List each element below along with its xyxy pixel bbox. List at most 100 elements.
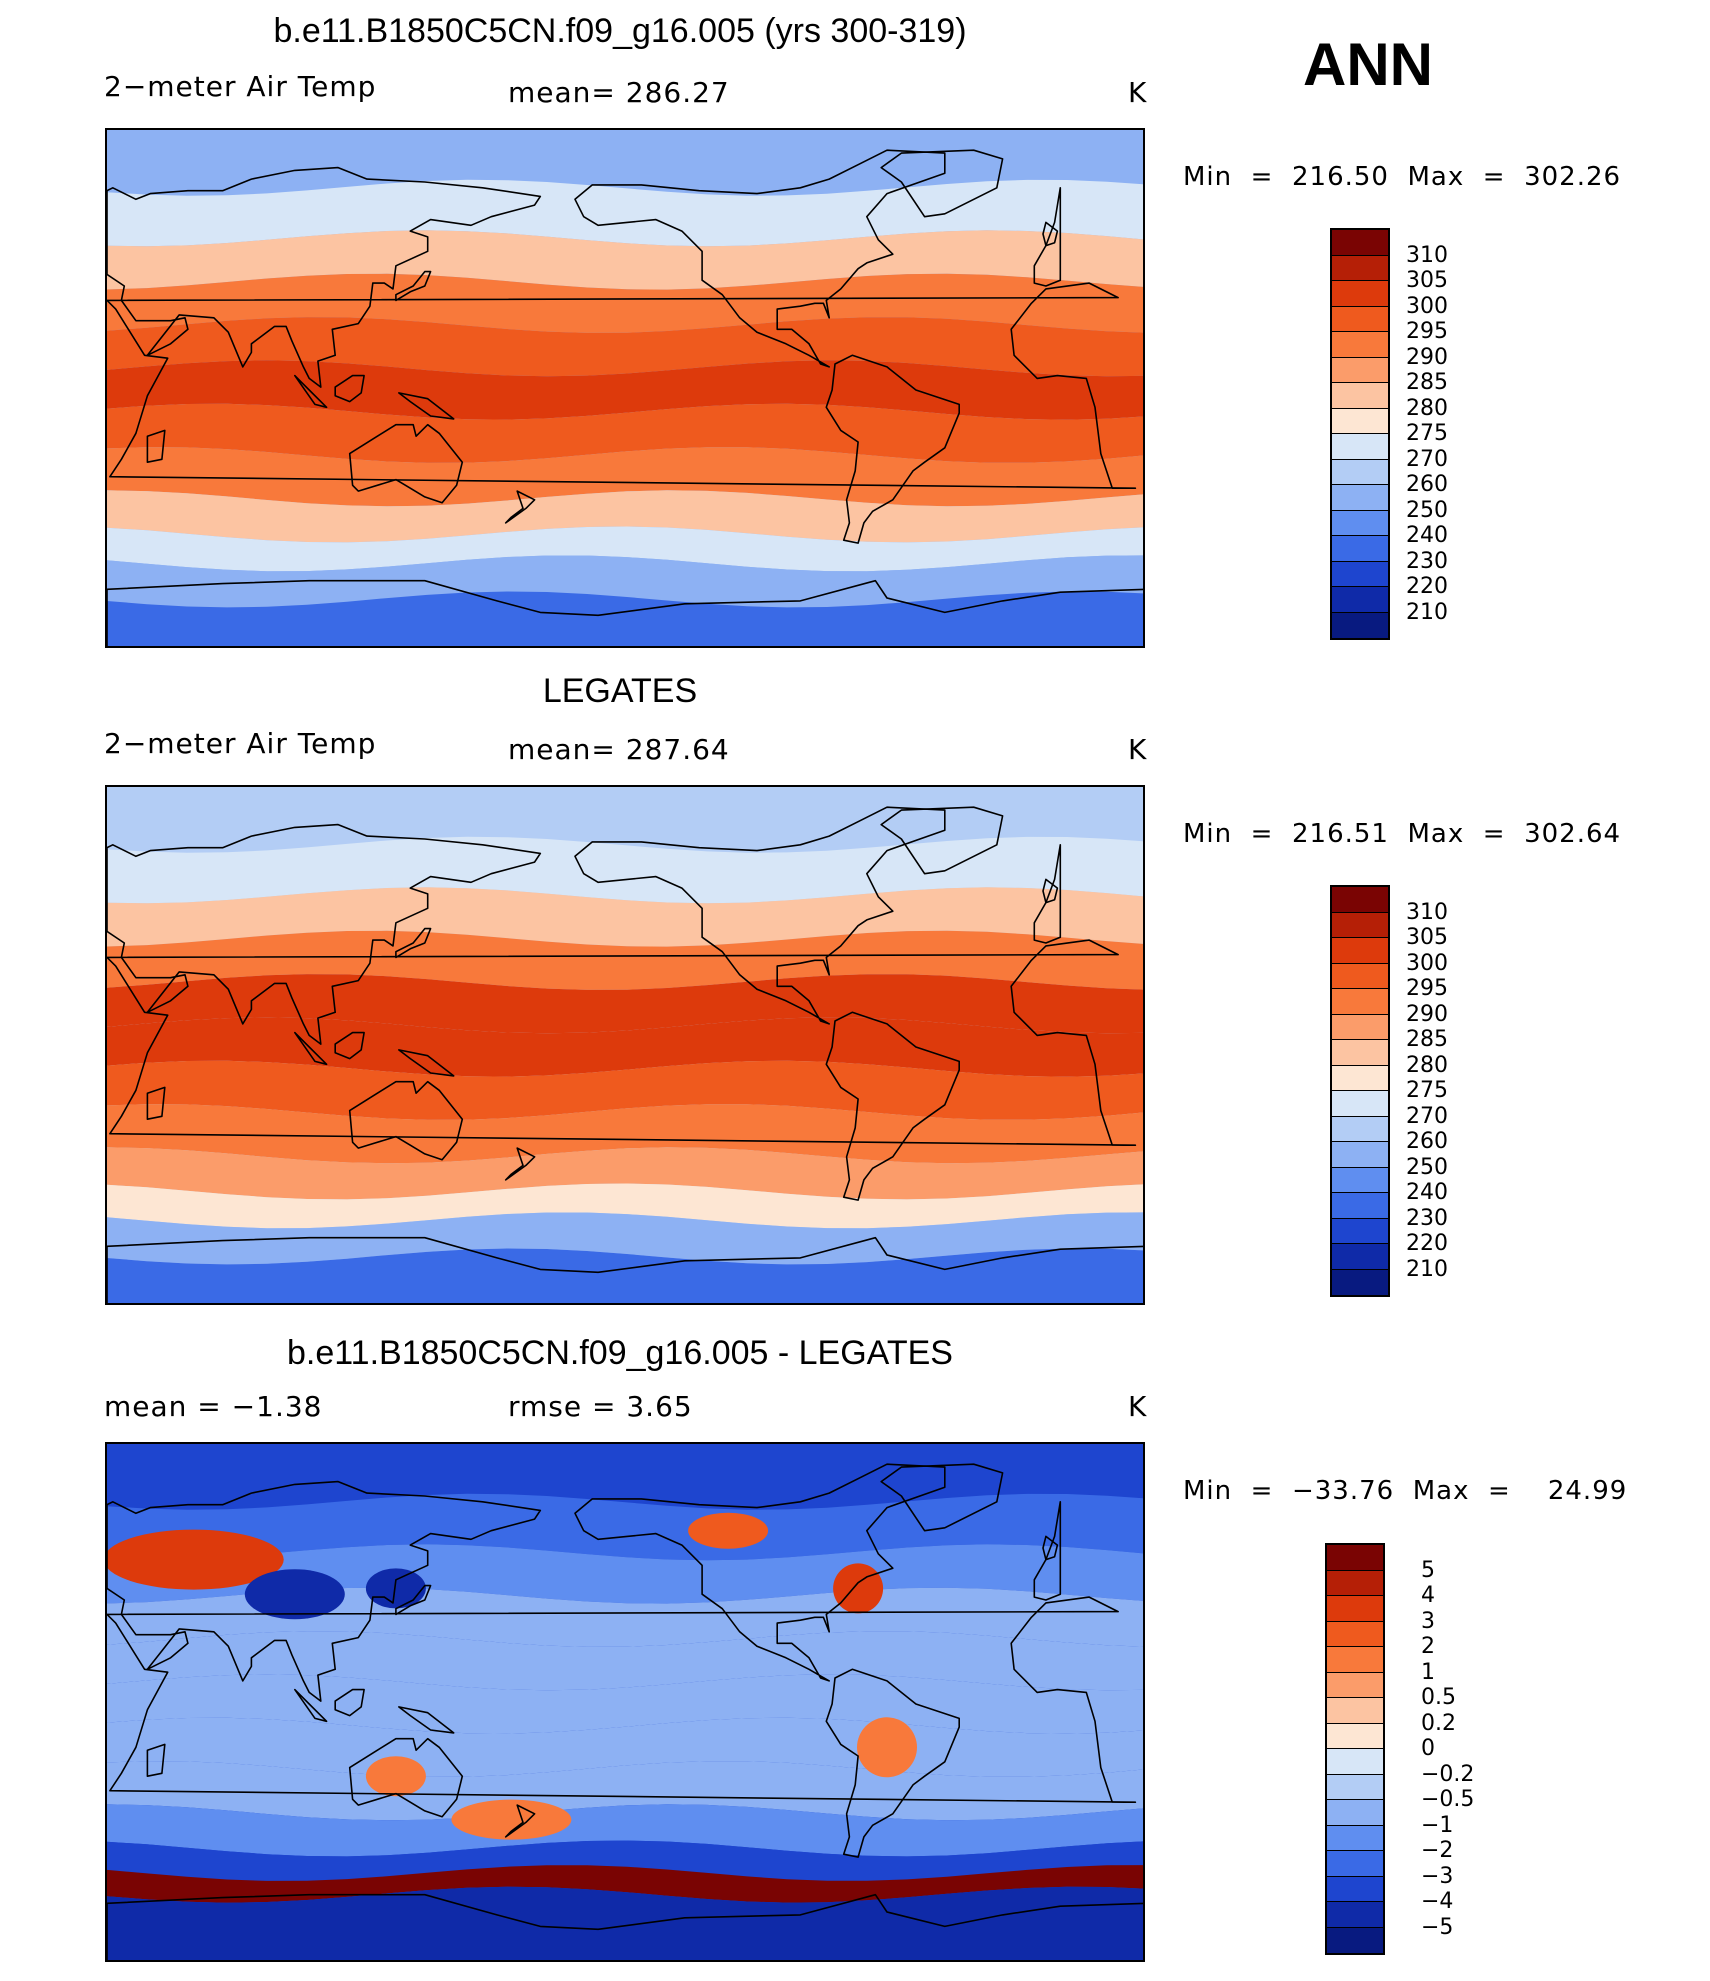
panel2-colorbar-swatch: [1332, 1218, 1388, 1244]
panel2-colorbar-tick-label: 275: [1406, 1078, 1448, 1103]
panel2-colorbar: [1330, 885, 1390, 1297]
panel2-colorbar-swatch: [1332, 1244, 1388, 1270]
panel1-variable-label: 2−meter Air Temp: [104, 70, 377, 103]
panel2-colorbar-tick-label: 260: [1406, 1129, 1448, 1154]
panel1-coastline: [395, 270, 432, 302]
panel2-contour-band: [107, 1147, 1143, 1200]
panel3-colorbar-swatch: [1327, 1545, 1383, 1571]
panel2-contour-band: [107, 1017, 1143, 1077]
panel3-coastline: [574, 1463, 946, 1682]
panel1-colorbar-tick-label: 230: [1406, 548, 1448, 574]
panel3-anomaly-patch: [833, 1563, 884, 1614]
panel2-contour-band: [107, 1060, 1143, 1120]
panel2-colorbar-swatch: [1332, 1167, 1388, 1193]
panel2-contour-band: [107, 1248, 1143, 1303]
panel3-contour-band: [107, 1865, 1143, 1903]
panel3-map: [105, 1442, 1145, 1962]
panel3-anomaly-patch: [365, 1756, 426, 1797]
panel3-colorbar-swatch: [1327, 1825, 1383, 1851]
panel3-map-svg: [107, 1444, 1143, 1960]
panel2-coastline: [107, 939, 1137, 1146]
panel1-colorbar-tick-label: 240: [1406, 523, 1448, 548]
panel1-coastline: [334, 374, 365, 403]
panel1-colorbar-swatch: [1332, 459, 1388, 485]
panel1-colorbar-tick-label: 250: [1406, 497, 1448, 523]
panel1-coastline: [880, 149, 1004, 218]
panel3-contour-band: [107, 1804, 1143, 1857]
panel2-coastline: [574, 806, 946, 1025]
panel3-colorbar-swatch: [1327, 1647, 1383, 1673]
panel1-colorbar-swatch: [1332, 357, 1388, 383]
panel1-colorbar-swatch: [1332, 561, 1388, 587]
panel1-minmax: Min = 216.50 Max = 302.26: [1183, 162, 1622, 192]
panel1-colorbar-swatch: [1332, 306, 1388, 332]
panel1-map: [105, 128, 1145, 648]
panel3-rmse-label: rmse = 3.65: [508, 1390, 693, 1423]
panel1-contour-band: [107, 591, 1143, 646]
panel3-colorbar-swatch: [1327, 1698, 1383, 1724]
panel1-colorbar-tick-label: 295: [1406, 319, 1448, 344]
panel3-coastline: [294, 1688, 328, 1723]
panel3-minmax: Min = −33.76 Max = 24.99: [1183, 1476, 1628, 1506]
panel2-variable-label: 2−meter Air Temp: [104, 727, 377, 760]
panel1-colorbar: [1330, 228, 1390, 640]
panel1-coastline: [1042, 221, 1059, 247]
panel2-title: LEGATES: [542, 672, 698, 710]
panel2-coastline: [107, 1236, 1143, 1303]
panel3-colorbar-tick-label: −3: [1421, 1863, 1454, 1889]
panel1-colorbar-swatch: [1332, 230, 1388, 256]
panel1-colorbar-tick-label: 275: [1406, 421, 1448, 446]
panel1-coastline: [348, 423, 464, 504]
panel2-colorbar-swatch: [1332, 963, 1388, 989]
panel1-contour-band: [107, 360, 1143, 420]
panel1-title: b.e11.B1850C5CN.f09_g16.005 (yrs 300-319…: [273, 12, 967, 50]
panel2-colorbar-swatch: [1332, 1091, 1388, 1117]
panel2-colorbar-tick-label: 280: [1406, 1052, 1448, 1078]
panel3-colorbar-swatch: [1327, 1723, 1383, 1749]
panel2-colorbar-swatch: [1332, 1193, 1388, 1219]
panel3-contour-band: [107, 1587, 1143, 1647]
panel2-colorbar-tick-label: 290: [1406, 1001, 1448, 1027]
panel1-colorbar-swatch: [1332, 255, 1388, 281]
panel1-coastline: [294, 374, 328, 409]
panel2-colorbar-tick-label: 250: [1406, 1154, 1448, 1180]
panel2-coastline: [398, 1049, 455, 1077]
panel3-contour-band: [107, 1840, 1143, 1881]
panel3-coastline: [107, 1893, 1143, 1960]
panel2-colorbar-tick-label: 240: [1406, 1180, 1448, 1205]
panel2-colorbar-swatch: [1332, 1014, 1388, 1040]
panel2-contour-band: [107, 1104, 1143, 1164]
panel3-colorbar-tick-label: −0.5: [1421, 1787, 1475, 1812]
panel1-coastline: [574, 149, 946, 368]
panel2-units: K: [1128, 733, 1148, 766]
panel3-colorbar-tick-label: −2: [1421, 1838, 1454, 1863]
panel1-contour-band: [107, 273, 1143, 333]
panel3-coastline: [348, 1737, 464, 1818]
panel2-colorbar-tick-label: 305: [1406, 925, 1448, 950]
panel3-anomaly-patch: [107, 1529, 284, 1590]
panel1-colorbar-swatch: [1332, 281, 1388, 307]
panel1-colorbar-swatch: [1332, 510, 1388, 536]
panel3-colorbar-tick-label: −5: [1421, 1914, 1454, 1940]
panel2-colorbar-swatch: [1332, 938, 1388, 964]
panel1-coastline: [398, 392, 455, 420]
panel1-colorbar-swatch: [1332, 408, 1388, 434]
panel3-colorbar-swatch: [1327, 1851, 1383, 1877]
panel1-contour-band: [107, 403, 1143, 463]
panel2-colorbar-tick-label: 295: [1406, 976, 1448, 1001]
panel3-anomaly-patch: [688, 1512, 769, 1549]
panel2-colorbar-swatch: [1332, 1269, 1388, 1295]
panel3-colorbar-tick-label: 0: [1421, 1736, 1435, 1761]
panel2-colorbar-swatch: [1332, 887, 1388, 913]
panel3-coastline: [395, 1584, 432, 1616]
panel2-contour-band: [107, 1183, 1143, 1229]
panel3-coastline: [1042, 1535, 1059, 1561]
panel2-contour-band: [107, 974, 1143, 1034]
panel3-coastline: [1033, 1501, 1062, 1601]
panel1-colorbar-swatch: [1332, 332, 1388, 358]
panel2-coastline: [825, 1011, 960, 1201]
panel3-colorbar-swatch: [1327, 1672, 1383, 1698]
panel3-coastline: [880, 1463, 1004, 1532]
panel2-colorbar-tick-label: 310: [1406, 899, 1448, 925]
panel3-contour-band: [107, 1631, 1143, 1691]
